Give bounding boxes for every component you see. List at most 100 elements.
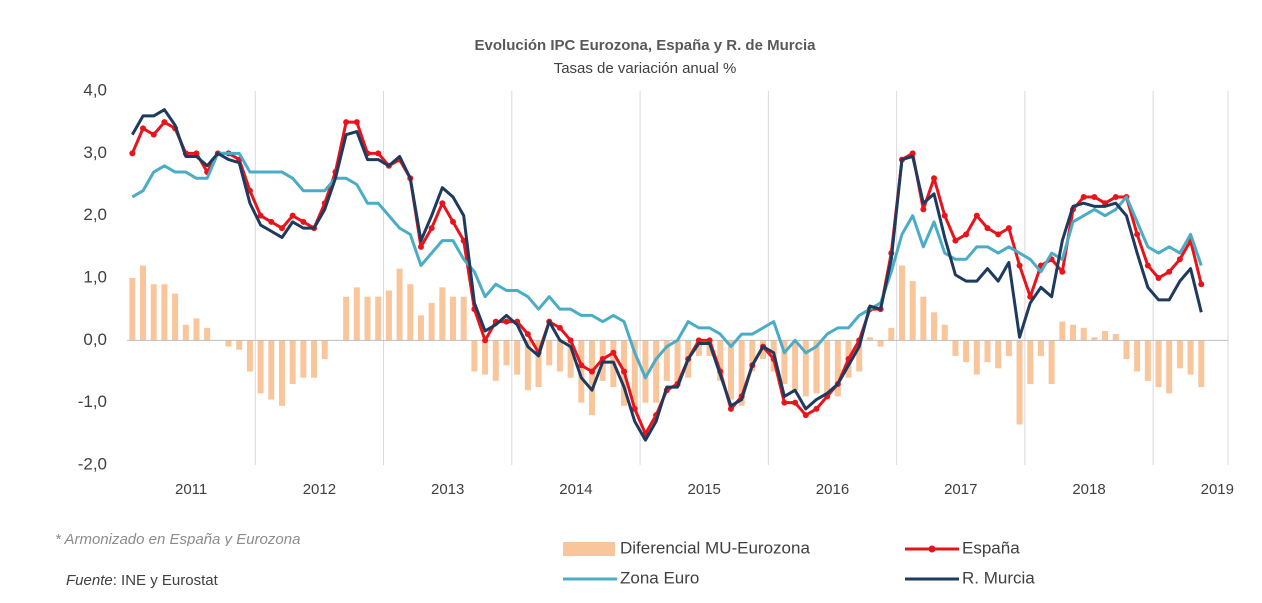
marker bbox=[257, 212, 264, 219]
marker bbox=[631, 405, 638, 412]
bar bbox=[792, 340, 799, 391]
marker bbox=[439, 200, 446, 207]
bar bbox=[877, 340, 884, 347]
marker bbox=[268, 218, 275, 225]
bar bbox=[952, 340, 959, 356]
bar bbox=[311, 340, 318, 378]
bar bbox=[503, 340, 510, 366]
legend-marker bbox=[928, 545, 936, 553]
source-text: : INE y Eurostat bbox=[113, 572, 219, 589]
marker bbox=[599, 356, 606, 363]
bar bbox=[546, 340, 553, 366]
bar bbox=[866, 337, 873, 341]
x-tick-label: 2013 bbox=[431, 481, 464, 498]
bar bbox=[1123, 340, 1130, 360]
bar bbox=[717, 340, 724, 381]
bar bbox=[1059, 321, 1066, 341]
bar bbox=[1112, 334, 1119, 341]
bar bbox=[749, 340, 756, 372]
bar bbox=[556, 340, 563, 372]
marker bbox=[781, 399, 788, 406]
bar bbox=[567, 340, 574, 378]
bar bbox=[931, 312, 938, 341]
bar bbox=[482, 340, 489, 375]
bar bbox=[663, 340, 670, 381]
bar bbox=[439, 287, 446, 341]
marker bbox=[482, 337, 489, 344]
x-tick-label: 2019 bbox=[1201, 481, 1234, 498]
bar bbox=[417, 315, 424, 341]
y-tick-label: 3,0 bbox=[83, 143, 107, 162]
bar bbox=[1176, 340, 1183, 369]
bar bbox=[973, 340, 980, 375]
marker bbox=[1198, 281, 1205, 288]
x-tick-label: 2012 bbox=[303, 481, 336, 498]
marker bbox=[150, 131, 157, 138]
marker bbox=[920, 206, 927, 213]
bar bbox=[813, 340, 820, 394]
marker bbox=[963, 231, 970, 238]
marker bbox=[450, 218, 457, 225]
y-tick-label: -2,0 bbox=[78, 454, 107, 473]
bar bbox=[1048, 340, 1055, 384]
bar bbox=[1080, 327, 1087, 341]
bar bbox=[653, 340, 660, 403]
bar bbox=[1037, 340, 1044, 356]
marker bbox=[1166, 268, 1173, 275]
legend-label: R. Murcia bbox=[962, 568, 1035, 587]
legend-label: Diferencial MU-Eurozona bbox=[620, 538, 810, 557]
x-tick-label: 2011 bbox=[175, 481, 207, 498]
marker bbox=[973, 212, 980, 219]
marker bbox=[1059, 268, 1066, 275]
bar bbox=[1187, 340, 1194, 375]
bar bbox=[856, 340, 863, 372]
x-tick-label: 2018 bbox=[1072, 481, 1105, 498]
line bbox=[131, 108, 1203, 442]
marker bbox=[353, 119, 360, 126]
bar bbox=[1102, 330, 1109, 341]
marker bbox=[289, 212, 296, 219]
marker bbox=[706, 337, 713, 344]
marker bbox=[1080, 193, 1087, 200]
bar bbox=[1070, 324, 1077, 341]
marker bbox=[695, 337, 702, 344]
bar bbox=[204, 327, 211, 341]
marker bbox=[278, 225, 285, 232]
y-tick-label: 0,0 bbox=[83, 330, 107, 349]
bar bbox=[588, 340, 595, 416]
bar bbox=[674, 340, 681, 388]
marker bbox=[621, 368, 628, 375]
bar bbox=[300, 340, 307, 378]
bar bbox=[963, 340, 970, 363]
marker bbox=[909, 150, 916, 157]
bar bbox=[695, 340, 702, 356]
bar bbox=[1166, 340, 1173, 394]
bar bbox=[268, 340, 275, 400]
bar bbox=[781, 340, 788, 384]
bar bbox=[492, 340, 499, 381]
bar bbox=[385, 290, 392, 341]
bar bbox=[909, 281, 916, 341]
bar bbox=[172, 293, 179, 341]
marker bbox=[1155, 275, 1162, 281]
marker bbox=[140, 125, 147, 132]
bar bbox=[1134, 340, 1141, 372]
legend-label: Zona Euro bbox=[620, 568, 699, 587]
bar bbox=[225, 340, 232, 347]
bar bbox=[920, 296, 927, 341]
note: * Armonizado en España y Eurozona bbox=[55, 531, 300, 548]
bar bbox=[193, 318, 200, 341]
marker bbox=[588, 368, 595, 375]
bar bbox=[1198, 340, 1205, 388]
bar bbox=[1091, 337, 1098, 341]
marker bbox=[161, 119, 168, 126]
bar bbox=[450, 296, 457, 341]
line bbox=[131, 151, 1203, 380]
marker bbox=[428, 225, 435, 232]
marker bbox=[1134, 231, 1141, 238]
bar bbox=[407, 284, 414, 341]
marker bbox=[556, 324, 563, 331]
marker bbox=[375, 150, 382, 157]
